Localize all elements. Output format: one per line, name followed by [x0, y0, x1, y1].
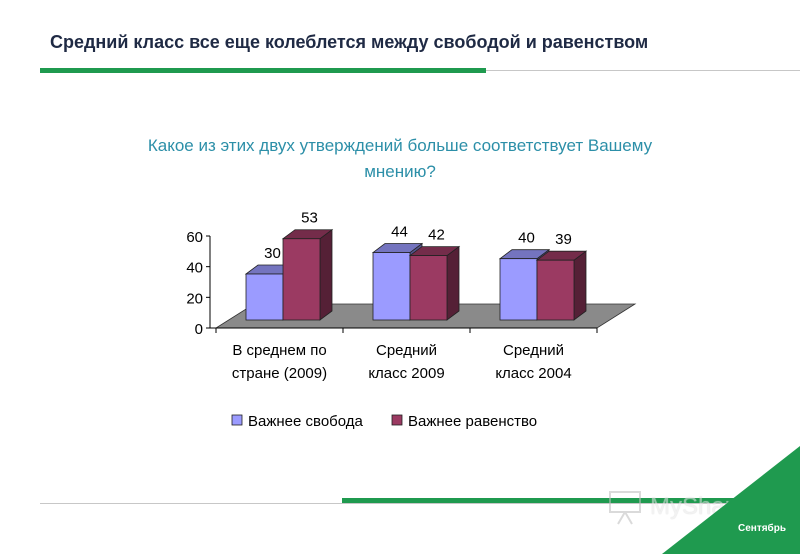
bar: [372, 252, 411, 321]
data-label: 39: [555, 231, 572, 248]
bar: [245, 273, 284, 321]
data-label: 42: [428, 227, 445, 244]
chart-question: Какое из этих двух утверждений больше со…: [80, 133, 720, 185]
chart-question-line-1: Какое из этих двух утверждений больше со…: [147, 136, 653, 155]
legend-label: Важнее свобода: [248, 413, 364, 430]
x-tick-label: класс 2009: [368, 365, 444, 382]
y-tick-label: 40: [186, 260, 203, 277]
x-tick-label: класс 2004: [495, 365, 571, 382]
data-label: 53: [301, 210, 318, 227]
y-tick-label: 20: [186, 290, 203, 307]
legend-label: Важнее равенство: [408, 413, 537, 430]
bar-side: [446, 245, 460, 321]
bar: [499, 258, 538, 321]
data-label: 30: [264, 245, 281, 262]
footer-month-label: Сентябрь: [738, 523, 786, 534]
legend-swatch: [231, 414, 243, 426]
bar: [536, 259, 575, 321]
legend-swatch: [391, 414, 403, 426]
x-tick-label: В среднем по: [232, 342, 326, 359]
bar: [282, 238, 321, 321]
chart-question-line-2: мнению?: [364, 162, 436, 181]
bar: [409, 255, 448, 321]
slide-title: Средний класс все еще колеблется между с…: [50, 32, 649, 52]
bottom-divider: [40, 503, 800, 504]
x-tick-label: стране (2009): [232, 365, 327, 382]
corner-triangle: [662, 446, 800, 554]
y-tick-label: 0: [195, 321, 203, 338]
x-tick-label: Средний: [503, 342, 564, 359]
data-label: 44: [391, 224, 408, 241]
bar-side: [573, 250, 587, 321]
presentation-icon: [609, 491, 641, 525]
x-tick-label: Средний: [376, 342, 437, 359]
bottom-accent-bar: [342, 498, 800, 503]
y-tick-label: 60: [186, 229, 203, 246]
top-accent-bar: [40, 68, 486, 73]
data-label: 40: [518, 230, 535, 247]
bar-side: [319, 228, 333, 321]
